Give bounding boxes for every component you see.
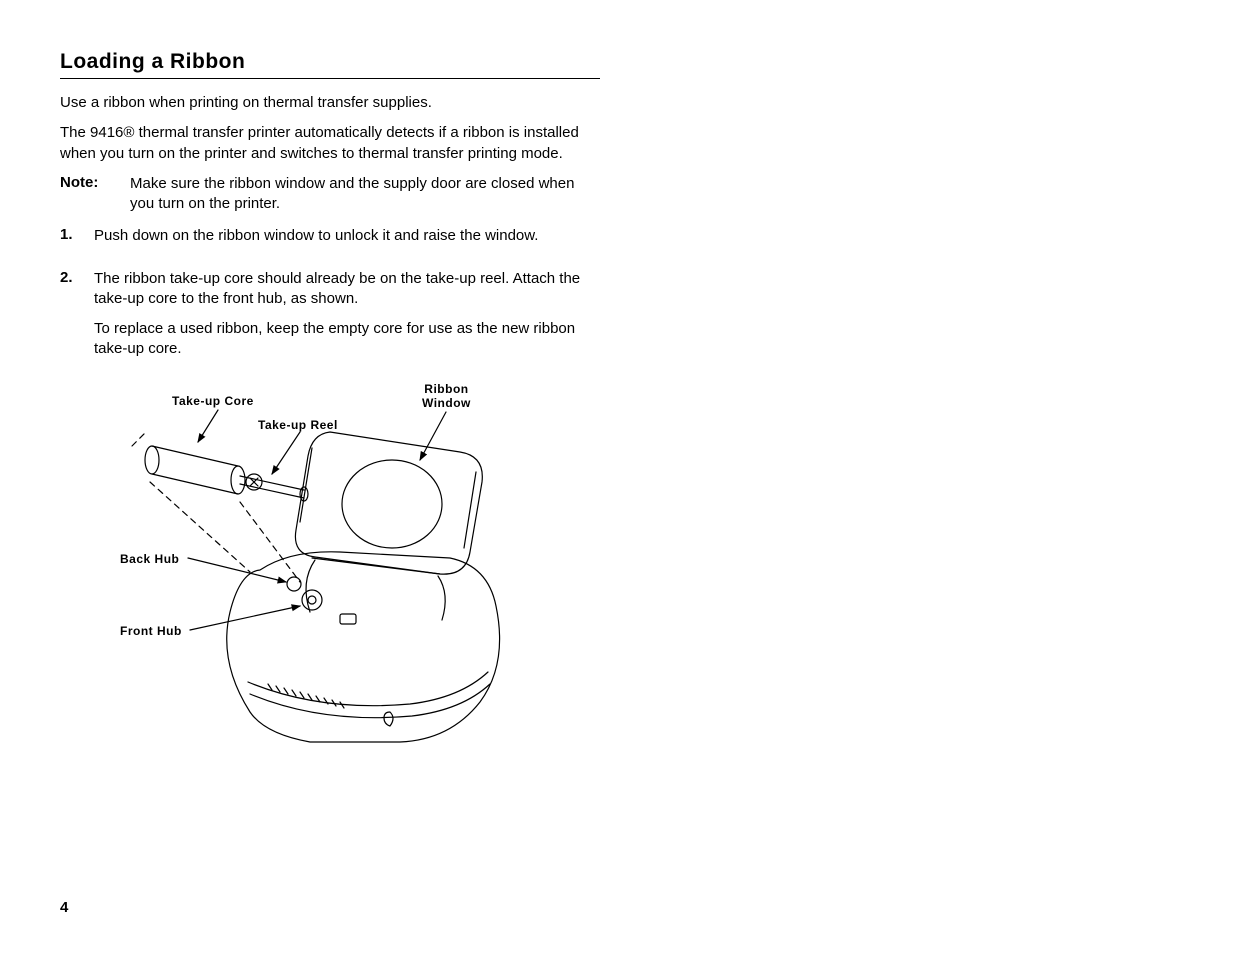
step-text: Push down on the ribbon window to unlock… [94,226,538,246]
callout-back-hub: Back Hub [120,552,179,566]
manual-page: Loading a Ribbon Use a ribbon when print… [0,0,1235,954]
step-number: 2. [60,269,94,370]
page-number: 4 [60,899,68,916]
callout-front-hub: Front Hub [120,624,182,638]
callout-ribbon-window-l1: Ribbon [424,382,468,396]
intro-paragraph-2: The 9416® thermal transfer printer autom… [60,123,600,164]
section-title: Loading a Ribbon [60,50,600,79]
printer-diagram: Take-up Core Take-up Reel Ribbon Window … [90,382,560,762]
callout-takeup-reel: Take-up Reel [258,418,338,432]
diagram-svg [90,382,560,762]
step-body: The ribbon take-up core should already b… [94,269,600,370]
intro-paragraph-1: Use a ribbon when printing on thermal tr… [60,93,600,113]
note-block: Note: Make sure the ribbon window and th… [60,174,600,215]
step-1: 1. Push down on the ribbon window to unl… [60,226,600,256]
step-body: Push down on the ribbon window to unlock… [94,226,538,256]
step-2: 2. The ribbon take-up core should alread… [60,269,600,370]
note-label: Note: [60,174,130,215]
step-text-a: The ribbon take-up core should already b… [94,269,600,310]
callout-takeup-core: Take-up Core [172,394,254,408]
step-number: 1. [60,226,94,256]
callout-ribbon-window: Ribbon Window [422,382,471,411]
text-column: Loading a Ribbon Use a ribbon when print… [60,50,600,762]
callout-ribbon-window-l2: Window [422,396,471,410]
step-text-b: To replace a used ribbon, keep the empty… [94,319,600,360]
note-text: Make sure the ribbon window and the supp… [130,174,600,215]
